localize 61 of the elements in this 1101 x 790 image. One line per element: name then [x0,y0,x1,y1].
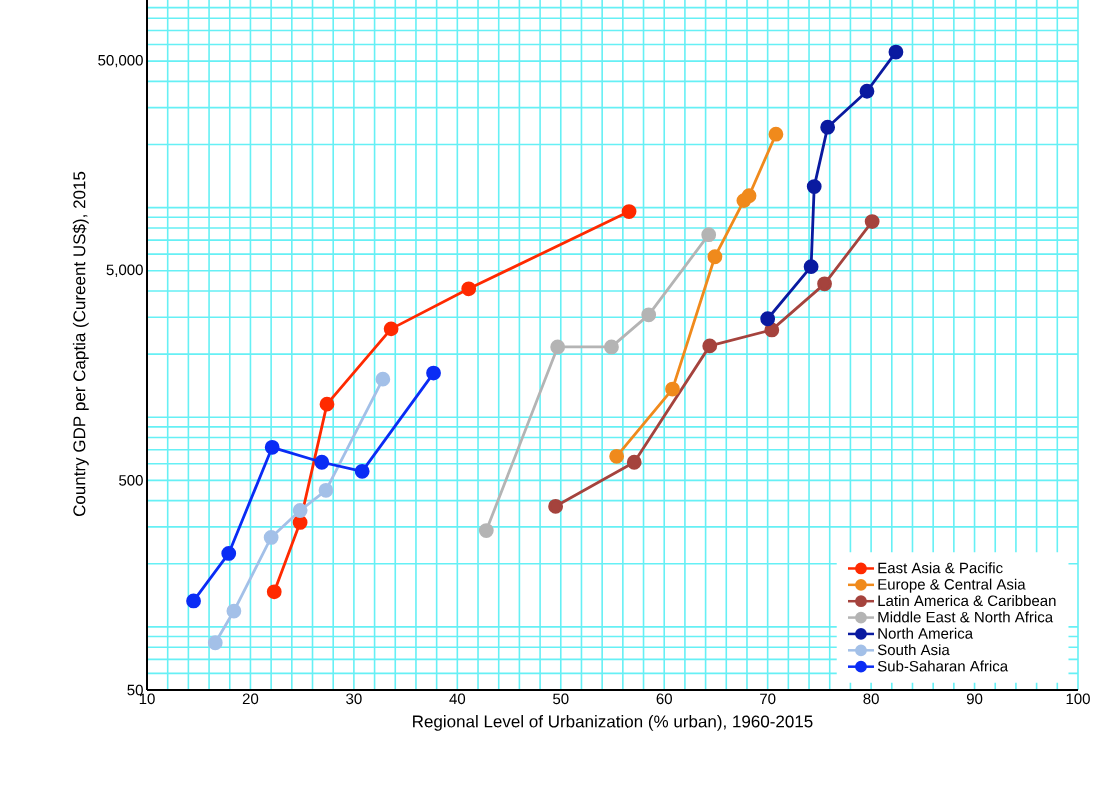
point [764,322,780,338]
legend-label: Europe & Central Asia [878,578,1026,593]
legend-label: South Asia [877,644,950,656]
legend-label: North America [878,627,974,639]
point [383,321,399,337]
x-tick-label: 100 [1066,693,1090,705]
legend-label: Sub-Saharan Africa [877,660,1009,672]
point [318,482,334,498]
point [641,307,657,323]
point [768,126,784,142]
point [314,454,330,470]
point [621,204,637,219]
point [702,338,718,354]
x-tick-label: 80 [863,693,879,705]
legend-label: Middle East & North Africa [878,611,1054,623]
x-tick-label: 90 [966,693,983,705]
point [665,381,680,397]
point [292,515,308,530]
point [186,593,201,609]
point [864,214,880,229]
x-tick-label: 70 [760,693,776,705]
legend-label: Latin America & Caribbean [878,595,1056,607]
point [375,371,391,387]
point [426,365,441,381]
point [741,188,757,204]
x-axis-title: Regional Level of Urbanization (% urban), 1960-2015 [413,715,813,731]
point [292,503,308,518]
point [226,603,242,619]
point [604,339,619,355]
point [221,546,237,561]
point [707,249,723,265]
point [701,227,717,243]
x-tick-label: 60 [656,693,672,705]
point [354,463,370,479]
x-tick-label: 50 [553,693,569,705]
point [207,635,223,651]
point [820,119,836,135]
point [548,498,564,514]
y-tick-label: 5,000 [106,264,143,277]
y-tick-label: 50,000 [98,54,143,68]
point [263,530,279,545]
point [626,454,642,470]
point [609,448,625,464]
x-tick-label: 20 [242,693,259,705]
point [478,523,494,538]
point [888,44,904,60]
point [803,259,819,275]
point [264,439,280,455]
point [319,396,335,412]
x-tick-label: 40 [449,693,466,705]
point [461,281,477,297]
legend-label: East Asia & Pacific [878,562,1003,574]
x-tick-label: 30 [346,693,362,705]
y-axis-title: Country GDP per Captia (Cureent US$), 2015 [72,171,89,517]
point [760,311,776,327]
point [859,83,875,99]
point [266,584,282,600]
point [550,339,566,355]
y-tick-label: 500 [119,475,143,486]
point [806,179,822,194]
point [817,276,832,292]
